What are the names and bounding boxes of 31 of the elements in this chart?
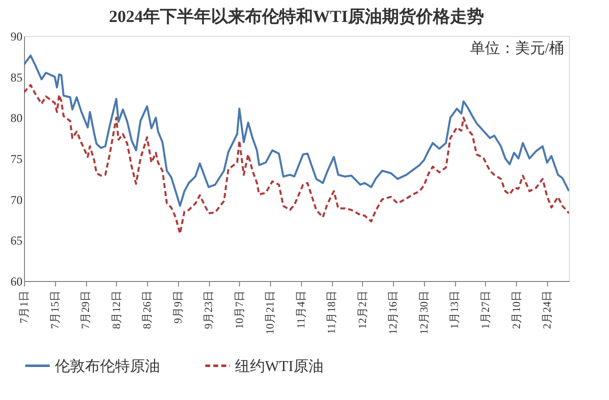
x-tick-label: 9月23日 — [203, 290, 216, 329]
x-tick-label: 11月18日 — [326, 290, 338, 334]
x-tick-label: 8月26日 — [142, 290, 154, 329]
x-tick-label: 12月30日 — [418, 290, 430, 334]
x-tick-label: 7月1日 — [18, 290, 30, 324]
x-tick-label: 2月10日 — [510, 290, 523, 329]
y-tick-label: 70 — [10, 192, 22, 207]
x-tick-label: 1月13日 — [449, 290, 462, 329]
legend-label: 伦敦布伦特原油 — [55, 358, 160, 375]
x-tick-label: 12月16日 — [388, 290, 400, 334]
x-tick-label: 12月2日 — [356, 290, 369, 329]
x-tick-label: 10月21日 — [264, 290, 277, 334]
legend-label: 纽约WTI原油 — [235, 358, 324, 375]
x-tick-label: 7月15日 — [49, 290, 62, 329]
x-tick-label: 10月7日 — [234, 290, 246, 329]
annotation: 单位：美元/桶 — [470, 40, 564, 57]
y-tick-label: 75 — [10, 152, 22, 166]
x-tick-label: 1月27日 — [480, 290, 492, 329]
y-tick-label: 85 — [10, 70, 22, 84]
y-tick-label: 60 — [10, 274, 22, 288]
x-tick-label: 9月9日 — [172, 290, 184, 324]
x-tick-label: 8月12日 — [110, 290, 123, 329]
line-series — [24, 54, 569, 207]
chart-title: 2024年下半年以来布伦特和WTI原油期货价格走势 — [109, 7, 484, 26]
y-tick-label: 65 — [10, 234, 22, 248]
line-series — [24, 84, 569, 235]
y-tick-label: 90 — [10, 30, 22, 44]
y-tick-label: 80 — [10, 111, 22, 126]
x-tick-label: 11月4日 — [295, 290, 308, 329]
x-tick-label: 2月24日 — [542, 290, 554, 329]
x-tick-label: 7月29日 — [80, 290, 92, 329]
